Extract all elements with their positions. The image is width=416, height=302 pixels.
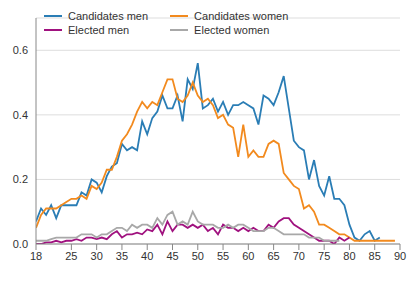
svg-text:45: 45: [166, 250, 178, 262]
svg-text:0.0: 0.0: [13, 238, 28, 250]
svg-text:60: 60: [242, 250, 254, 262]
svg-text:55: 55: [217, 250, 229, 262]
html-text:Elected men: Elected men: [68, 24, 130, 36]
html-text:Candidates women: Candidates women: [194, 10, 289, 22]
svg-text:0.4: 0.4: [13, 109, 28, 121]
html-text:Elected women: Elected women: [194, 24, 270, 36]
svg-text:65: 65: [267, 250, 279, 262]
svg-text:80: 80: [343, 250, 355, 262]
html-text:Candidates men: Candidates men: [68, 10, 149, 22]
svg-text:90: 90: [394, 250, 406, 262]
svg-text:25: 25: [65, 250, 77, 262]
svg-text:70: 70: [293, 250, 305, 262]
svg-text:40: 40: [141, 250, 153, 262]
svg-text:75: 75: [318, 250, 330, 262]
svg-text:18: 18: [30, 250, 42, 262]
svg-text:0.2: 0.2: [13, 173, 28, 185]
svg-text:30: 30: [91, 250, 103, 262]
svg-text:0.6: 0.6: [13, 44, 28, 56]
svg-text:35: 35: [116, 250, 128, 262]
svg-text:50: 50: [192, 250, 204, 262]
svg-text:85: 85: [369, 250, 381, 262]
